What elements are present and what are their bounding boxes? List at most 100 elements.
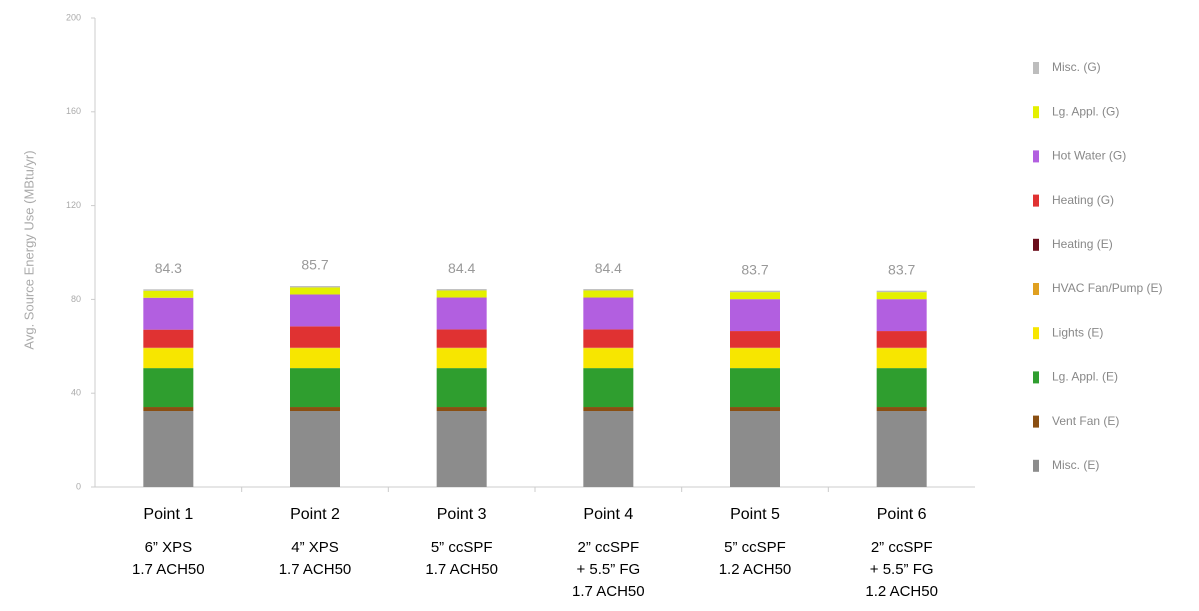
bar-segment <box>730 331 780 348</box>
legend-marker <box>1033 283 1039 295</box>
bar-segment <box>877 299 927 331</box>
bar-segment <box>730 348 780 368</box>
legend-label: Vent Fan (E) <box>1052 414 1119 428</box>
bar-segment <box>437 298 487 330</box>
bar-segment <box>583 348 633 368</box>
bar-segment <box>143 348 193 368</box>
bar-segment <box>437 329 487 347</box>
bar-segment <box>730 292 780 299</box>
y-tick-label: 200 <box>66 12 81 22</box>
category-detail: 1.2 ACH50 <box>865 583 938 600</box>
bar-segment <box>877 368 927 407</box>
bar-segment <box>290 411 340 487</box>
bar-segment <box>583 290 633 297</box>
x-tick-label: Point 4 <box>583 506 633 523</box>
bar-segment <box>290 368 340 407</box>
legend-marker <box>1033 150 1039 162</box>
bar-segment <box>730 299 780 331</box>
legend-marker <box>1033 62 1039 74</box>
bar-segment <box>583 289 633 290</box>
legend-marker <box>1033 371 1039 383</box>
total-label: 84.4 <box>448 260 475 276</box>
bar-segment <box>583 329 633 347</box>
x-tick-label: Point 6 <box>877 506 927 523</box>
category-detail: 1.7 ACH50 <box>425 561 498 578</box>
bar-segment <box>290 287 340 294</box>
category-detail: 6” XPS <box>145 539 193 556</box>
legend-label: Lg. Appl. (E) <box>1052 370 1118 384</box>
total-label: 85.7 <box>301 257 328 273</box>
legend-marker <box>1033 327 1039 339</box>
y-tick-label: 40 <box>71 388 81 398</box>
bar-segment <box>143 298 193 330</box>
x-tick-label: Point 1 <box>143 506 193 523</box>
bar-segment <box>143 291 193 298</box>
legend-label: Heating (E) <box>1052 237 1113 251</box>
legend-label: Hot Water (G) <box>1052 149 1126 163</box>
bar-segment <box>143 330 193 348</box>
bar-segment <box>290 326 340 347</box>
bar-segment <box>143 289 193 290</box>
bar-segment <box>437 289 487 290</box>
category-detail: 4” XPS <box>291 539 339 556</box>
bar-segment <box>877 291 927 292</box>
x-tick-label: Point 2 <box>290 506 340 523</box>
legend-label: Misc. (G) <box>1052 60 1101 74</box>
bar-segment <box>437 348 487 368</box>
category-detail: 5” ccSPF <box>431 539 493 556</box>
legend-label: HVAC Fan/Pump (E) <box>1052 281 1162 295</box>
bar-segment <box>877 331 927 348</box>
bar-segment <box>730 368 780 407</box>
x-tick-label: Point 3 <box>437 506 487 523</box>
bar-segment <box>290 407 340 411</box>
bar-segment <box>877 407 927 411</box>
category-detail: 1.7 ACH50 <box>279 561 352 578</box>
total-label: 84.3 <box>155 260 182 276</box>
legend-marker <box>1033 106 1039 118</box>
y-tick-label: 0 <box>76 481 81 491</box>
bar-segment <box>437 407 487 411</box>
bar-segment <box>290 286 340 287</box>
bar-segment <box>730 291 780 292</box>
x-tick-label: Point 5 <box>730 506 780 523</box>
bar-segment <box>290 294 340 326</box>
y-tick-label: 160 <box>66 106 81 116</box>
category-detail: 1.7 ACH50 <box>572 583 645 600</box>
bar-segment <box>583 368 633 407</box>
legend-marker <box>1033 239 1039 251</box>
bar-segment <box>730 407 780 411</box>
bar-segment <box>583 407 633 411</box>
y-axis-label: Avg. Source Energy Use (MBtu/yr) <box>21 150 36 349</box>
bar-segment <box>877 348 927 368</box>
bar-segment <box>143 407 193 411</box>
legend-label: Misc. (E) <box>1052 458 1099 472</box>
bar-segment <box>437 368 487 407</box>
bar-segment <box>437 411 487 487</box>
bar-segment <box>877 411 927 487</box>
legend-marker <box>1033 416 1039 428</box>
total-label: 83.7 <box>741 261 768 277</box>
bar-segment <box>877 292 927 299</box>
bar-segment <box>583 298 633 330</box>
legend-label: Lights (E) <box>1052 325 1103 339</box>
bar-segment <box>730 411 780 487</box>
legend-label: Lg. Appl. (G) <box>1052 104 1119 118</box>
category-detail: 2” ccSPF <box>871 539 933 556</box>
bar-segment <box>583 411 633 487</box>
total-label: 83.7 <box>888 261 915 277</box>
bar-segment <box>143 411 193 487</box>
bar-segment <box>437 290 487 297</box>
category-detail: + 5.5” FG <box>576 561 640 578</box>
category-detail: 5” ccSPF <box>724 539 786 556</box>
total-label: 84.4 <box>595 260 622 276</box>
legend-marker <box>1033 460 1039 472</box>
bar-segment <box>143 368 193 407</box>
y-tick-label: 80 <box>71 294 81 304</box>
category-detail: 2” ccSPF <box>577 539 639 556</box>
legend-marker <box>1033 195 1039 207</box>
category-detail: 1.2 ACH50 <box>719 561 792 578</box>
y-tick-label: 120 <box>66 200 81 210</box>
bar-segment <box>290 348 340 368</box>
category-detail: + 5.5” FG <box>870 561 934 578</box>
